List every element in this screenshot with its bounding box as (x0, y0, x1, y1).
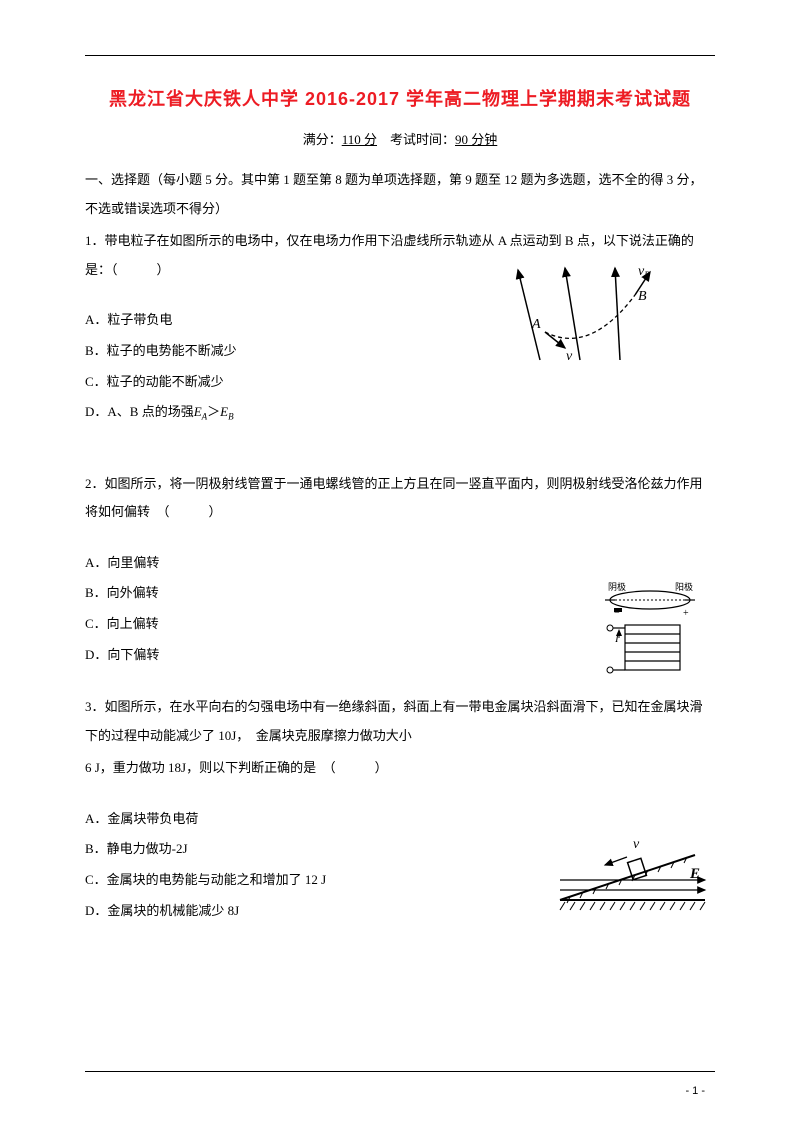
document-title: 黑龙江省大庆铁人中学 2016-2017 学年高二物理上学期期末考试试题 (85, 85, 715, 111)
subtitle: 满分：110 分 考试时间：90 分钟 (85, 129, 715, 148)
q2-number: 2． (85, 476, 105, 491)
subtitle-mid: 考试时间： (377, 132, 455, 147)
full-score: 110 分 (342, 132, 377, 147)
fig3-label-e: E (689, 866, 700, 882)
fig3-label-v: v (633, 837, 640, 852)
svg-text:+: + (683, 608, 689, 619)
q1-option-c: C．粒子的动能不断减少 (85, 368, 715, 397)
q3-text-line2: 6 J，重力做功 18J，则以下判断正确的是 （ ） (85, 754, 715, 783)
exam-time: 90 分钟 (455, 132, 497, 147)
q3-figure: v E (555, 830, 710, 915)
fig2-yin: 阴极 (608, 581, 626, 592)
q2-body: 如图所示，将一阴极射线管置于一通电螺线管的正上方且在同一竖直平面内，则阴极射线受… (85, 476, 703, 520)
fig1-label-vb: vB (638, 264, 650, 280)
section-header: 一、选择题（每小题 5 分。其中第 1 题至第 8 题为单项选择题，第 9 题至… (85, 166, 715, 223)
svg-text:−: − (614, 608, 620, 619)
fig1-label-a: A (531, 317, 541, 332)
q2-text: 2．如图所示，将一阴极射线管置于一通电螺线管的正上方且在同一竖直平面内，则阴极射… (85, 470, 715, 527)
fig1-label-b: B (638, 289, 647, 304)
q2-figure: 阴极 阳极 − + I (590, 580, 710, 680)
header-rule (85, 55, 715, 56)
footer-rule (85, 1071, 715, 1072)
q1-number: 1． (85, 233, 105, 248)
fig2-yang: 阳极 (675, 581, 693, 592)
page-number: - 1 - (685, 1085, 705, 1097)
q1-figure: A B v vB (510, 260, 670, 370)
q3-body-1: 如图所示，在水平向右的匀强电场中有一绝缘斜面，斜面上有一带电金属块沿斜面滑下，已… (85, 699, 703, 743)
q3-number: 3． (85, 699, 105, 714)
fig1-label-v: v (566, 349, 573, 364)
q3-text-line1: 3．如图所示，在水平向右的匀强电场中有一绝缘斜面，斜面上有一带电金属块沿斜面滑下… (85, 693, 715, 750)
q2-option-a: A．向里偏转 (85, 549, 715, 578)
q1-option-d: D．A、B 点的场强EA＞EB (85, 398, 715, 427)
subtitle-prefix: 满分： (303, 132, 342, 147)
